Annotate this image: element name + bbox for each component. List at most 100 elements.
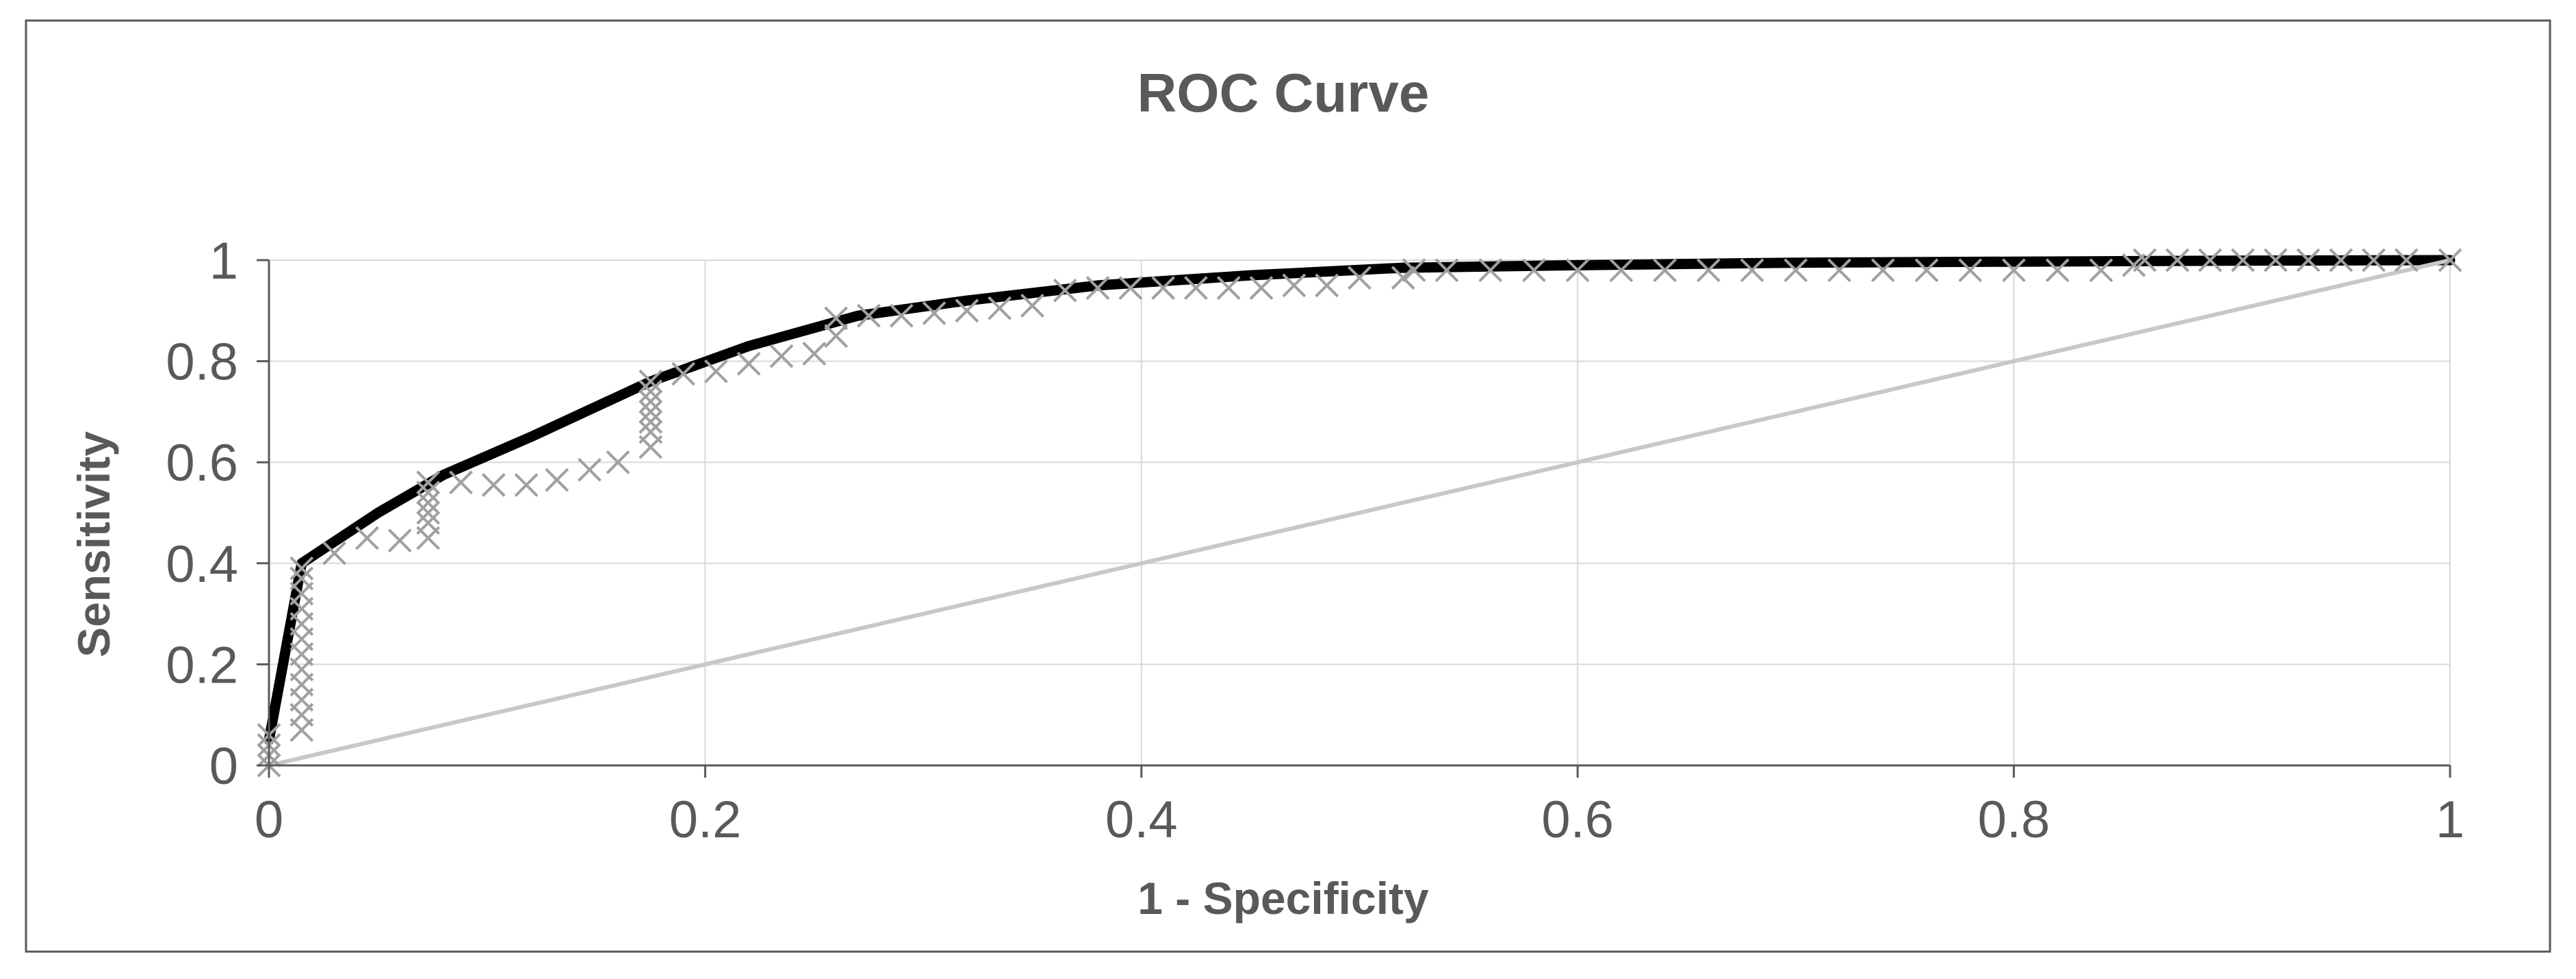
marker-stroke [2438, 248, 2462, 272]
marker-stroke [481, 472, 506, 497]
marker-stroke [2329, 248, 2354, 272]
roc-point-marker [857, 303, 881, 328]
roc-point-marker [1434, 258, 1459, 283]
y-tick-label: 1 [209, 232, 238, 290]
marker-stroke [1653, 258, 1677, 283]
roc-point-marker [1391, 266, 1415, 290]
marker-stroke [416, 511, 441, 535]
x-tick-label: 0 [255, 791, 283, 849]
marker-stroke [2296, 248, 2321, 272]
roc-point-marker [1053, 278, 1077, 303]
y-tick-label: 0.6 [166, 434, 238, 492]
marker-stroke [2002, 258, 2026, 283]
y-tick-label: 0.2 [166, 636, 238, 694]
marker-stroke [1522, 258, 1546, 283]
roc-point-marker [2089, 258, 2113, 283]
roc-point-marker [2394, 248, 2419, 272]
marker-stroke [639, 409, 663, 434]
marker-stroke [1870, 258, 1895, 283]
roc-point-marker [1740, 258, 1764, 283]
marker-stroke [1216, 276, 1241, 301]
roc-point-marker [1118, 276, 1143, 301]
marker-stroke [1348, 266, 1371, 290]
roc-point-marker [824, 306, 849, 331]
marker-stroke [289, 556, 314, 581]
roc-point-marker [2296, 248, 2321, 272]
marker-stroke [802, 342, 827, 366]
y-tick-label: 0.4 [166, 535, 238, 594]
roc-point-marker [988, 296, 1012, 320]
roc-point-marker [289, 556, 314, 581]
marker-stroke [1391, 266, 1415, 290]
roc-point-marker [2198, 248, 2222, 272]
roc-point-marker [736, 351, 761, 376]
marker-stroke [955, 298, 979, 323]
marker-stroke [1053, 278, 1077, 303]
marker-stroke [988, 296, 1012, 320]
roc-point-marker [769, 344, 794, 368]
roc-point-marker [2165, 248, 2190, 272]
marker-stroke [2362, 248, 2386, 272]
roc-point-marker [955, 298, 979, 323]
roc-point-marker [889, 303, 914, 328]
marker-stroke [824, 324, 849, 348]
marker-stroke [2165, 248, 2190, 272]
roc-point-marker [2230, 248, 2255, 272]
roc-point-marker [922, 301, 946, 325]
roc-point-marker [802, 342, 827, 366]
x-tick-label: 0.2 [669, 791, 742, 849]
x-tick-label: 0.4 [1105, 791, 1178, 849]
roc-point-marker [416, 500, 441, 525]
marker-stroke [416, 490, 441, 515]
roc-point-marker [1085, 276, 1110, 301]
marker-stroke [1434, 258, 1459, 283]
marker-stroke [2263, 248, 2288, 272]
roc-point-marker [416, 511, 441, 535]
roc-point-marker [639, 369, 663, 394]
roc-point-marker [2045, 258, 2070, 283]
marker-stroke [639, 399, 663, 424]
roc-point-marker [606, 450, 630, 474]
x-axis-label: 1 - Specificity [1137, 873, 1429, 924]
marker-stroke [639, 369, 663, 394]
marker-stroke [704, 359, 728, 383]
roc-point-marker [1609, 258, 1634, 283]
x-tick-label: 0.8 [1978, 791, 2050, 849]
roc-point-marker [2329, 248, 2354, 272]
y-axis-label: Sensitivity [68, 431, 119, 657]
roc-point-marker [1402, 258, 1426, 283]
marker-stroke [889, 303, 914, 328]
roc-point-marker [355, 526, 379, 550]
marker-stroke [1958, 258, 1983, 283]
x-tick-label: 1 [2436, 791, 2464, 849]
roc-point-marker [1020, 294, 1044, 318]
roc-point-marker [1151, 276, 1176, 301]
roc-point-marker [2362, 248, 2386, 272]
roc-point-marker [578, 457, 602, 482]
marker-stroke [1184, 276, 1208, 301]
marker-stroke [322, 541, 347, 565]
axes: 0 0.2 0.4 0.6 0.8 1 0 0.2 0.4 0.6 0.8 1 [166, 232, 2464, 849]
roc-point-marker [1348, 266, 1371, 290]
roc-point-marker [1315, 273, 1339, 298]
marker-stroke [2045, 258, 2070, 283]
marker-stroke [416, 500, 441, 525]
roc-point-marker [639, 399, 663, 424]
roc-point-marker [1827, 258, 1852, 283]
marker-stroke [671, 361, 695, 386]
marker-stroke [355, 526, 379, 550]
marker-stroke [824, 306, 849, 331]
roc-point-marker [639, 390, 663, 414]
roc-point-marker [1184, 276, 1208, 301]
roc-point-marker [416, 481, 441, 505]
marker-stroke [639, 390, 663, 414]
roc-point-marker [481, 472, 506, 497]
marker-stroke [1402, 258, 1426, 283]
chart-title: ROC Curve [1137, 62, 1430, 123]
marker-stroke [387, 529, 412, 553]
roc-point-marker [387, 529, 412, 553]
y-tick-label: 0 [209, 737, 238, 796]
marker-stroke [639, 420, 663, 444]
roc-point-marker [1216, 276, 1241, 301]
